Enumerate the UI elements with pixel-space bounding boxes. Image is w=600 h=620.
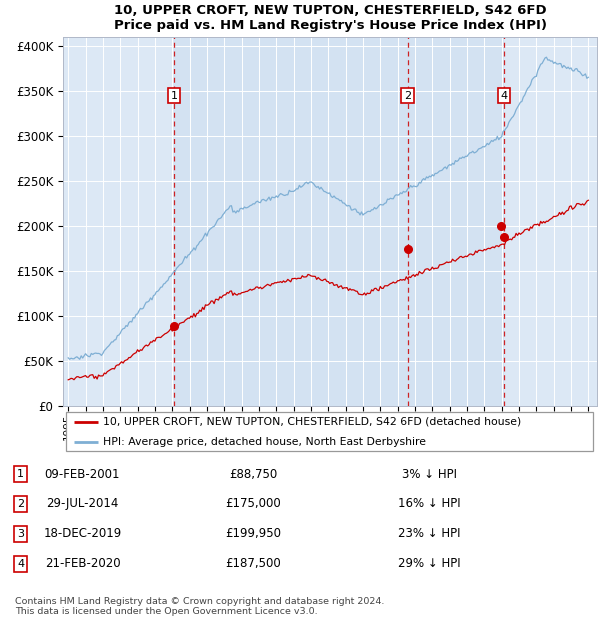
Text: 16% ↓ HPI: 16% ↓ HPI	[398, 497, 461, 510]
Text: £88,750: £88,750	[229, 467, 277, 481]
Text: £199,950: £199,950	[225, 527, 281, 540]
Text: 29% ↓ HPI: 29% ↓ HPI	[398, 557, 461, 570]
FancyBboxPatch shape	[65, 412, 593, 451]
Text: 2: 2	[17, 499, 24, 509]
Text: 21-FEB-2020: 21-FEB-2020	[44, 557, 120, 570]
Text: 1: 1	[17, 469, 24, 479]
Text: Contains HM Land Registry data © Crown copyright and database right 2024.: Contains HM Land Registry data © Crown c…	[15, 598, 385, 606]
Text: 1: 1	[170, 91, 178, 100]
Text: HPI: Average price, detached house, North East Derbyshire: HPI: Average price, detached house, Nort…	[103, 437, 426, 447]
Text: 4: 4	[500, 91, 508, 100]
Text: £175,000: £175,000	[225, 497, 281, 510]
Text: 09-FEB-2001: 09-FEB-2001	[44, 467, 120, 481]
Text: 29-JUL-2014: 29-JUL-2014	[46, 497, 119, 510]
Title: 10, UPPER CROFT, NEW TUPTON, CHESTERFIELD, S42 6FD
Price paid vs. HM Land Regist: 10, UPPER CROFT, NEW TUPTON, CHESTERFIEL…	[113, 4, 547, 32]
Bar	[174, 37, 504, 406]
Text: 10, UPPER CROFT, NEW TUPTON, CHESTERFIELD, S42 6FD (detached house): 10, UPPER CROFT, NEW TUPTON, CHESTERFIEL…	[103, 417, 521, 427]
Text: 2: 2	[404, 91, 411, 100]
Text: 18-DEC-2019: 18-DEC-2019	[43, 527, 122, 540]
Text: 4: 4	[17, 559, 24, 569]
Text: 3% ↓ HPI: 3% ↓ HPI	[402, 467, 457, 481]
Text: £187,500: £187,500	[225, 557, 281, 570]
Text: 23% ↓ HPI: 23% ↓ HPI	[398, 527, 461, 540]
Text: 3: 3	[17, 529, 24, 539]
Text: This data is licensed under the Open Government Licence v3.0.: This data is licensed under the Open Gov…	[15, 608, 317, 616]
